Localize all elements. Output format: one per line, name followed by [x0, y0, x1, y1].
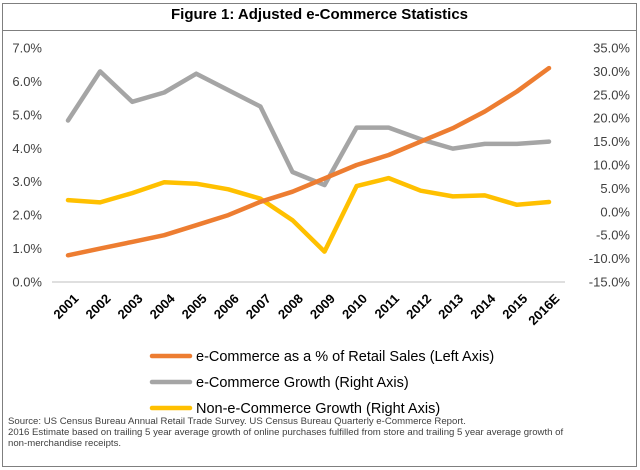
right-axis-tick-label: 10.0% — [593, 158, 630, 173]
source-line: Source: US Census Bureau Annual Retail T… — [8, 416, 466, 427]
x-axis-tick-label: 2014 — [467, 290, 499, 322]
series-line-2 — [65, 175, 552, 254]
left-axis-tick-label: 5.0% — [12, 107, 42, 122]
x-axis-tick-label: 2003 — [115, 291, 146, 322]
chart-title: Figure 1: Adjusted e-Commerce Statistics — [170, 6, 469, 23]
series-line-0 — [65, 65, 552, 258]
x-axis-tick-label: 2002 — [83, 291, 114, 322]
estimate-note-line: non-merchandise receipts. — [8, 438, 122, 449]
left-axis-tick-label: 6.0% — [12, 74, 42, 89]
right-axis-tick-label: 15.0% — [593, 134, 630, 149]
x-axis-tick-label: 2010 — [339, 291, 370, 322]
x-axis-tick-label: 2001 — [50, 291, 81, 322]
right-axis-tick-label: 35.0% — [593, 41, 630, 56]
right-axis-tick-label: -5.0% — [596, 228, 630, 243]
legend-label: Non-e-Commerce Growth (Right Axis) — [196, 401, 440, 417]
right-axis-tick-label: 0.0% — [600, 204, 630, 219]
right-axis-tick-label: 25.0% — [593, 87, 630, 102]
right-axis-tick-label: -15.0% — [589, 275, 631, 290]
series-line-1 — [65, 69, 552, 188]
series-layer — [65, 65, 552, 258]
right-axis-tick-label: 20.0% — [593, 111, 630, 126]
right-axis-tick-label: -10.0% — [589, 251, 631, 266]
chart-legend: e-Commerce as a % of Retail Sales (Left … — [149, 349, 494, 417]
x-axis-tick-label: 2005 — [179, 291, 210, 322]
title-divider — [3, 30, 636, 31]
estimate-note-line: 2016 Estimate based on trailing 5 year a… — [8, 427, 564, 438]
x-axis-tick-label: 2009 — [307, 291, 338, 322]
left-axis-tick-label: 2.0% — [12, 208, 42, 223]
left-axis-tick-label: 4.0% — [12, 141, 42, 156]
legend-label: e-Commerce as a % of Retail Sales (Left … — [196, 349, 494, 365]
x-axis-tick-label: 2007 — [243, 291, 274, 322]
left-axis-tick-label: 1.0% — [12, 241, 42, 256]
left-axis-tick-label: 0.0% — [12, 275, 42, 290]
right-axis-tick-label: 30.0% — [593, 64, 630, 79]
x-axis-tick-label: 2011 — [372, 291, 403, 322]
x-axis-tick-label: 2004 — [147, 290, 179, 322]
source-notes: Source: US Census Bureau Annual Retail T… — [8, 416, 633, 449]
chart-frame: Figure 1: Adjusted e-Commerce Statistics — [2, 3, 637, 467]
x-axis-tick-label: 2006 — [211, 291, 242, 322]
x-axis-tick-label: 2013 — [435, 291, 466, 322]
x-axis-tick-label: 2008 — [275, 291, 306, 322]
left-axis-tick-label: 7.0% — [12, 41, 42, 56]
x-axis-tick-label: 2012 — [403, 291, 434, 322]
left-axis-tick-label: 3.0% — [12, 174, 42, 189]
legend-label: e-Commerce Growth (Right Axis) — [196, 375, 409, 391]
x-axis-tick-label: 2016E — [525, 291, 562, 328]
right-axis-tick-label: 5.0% — [600, 181, 630, 196]
